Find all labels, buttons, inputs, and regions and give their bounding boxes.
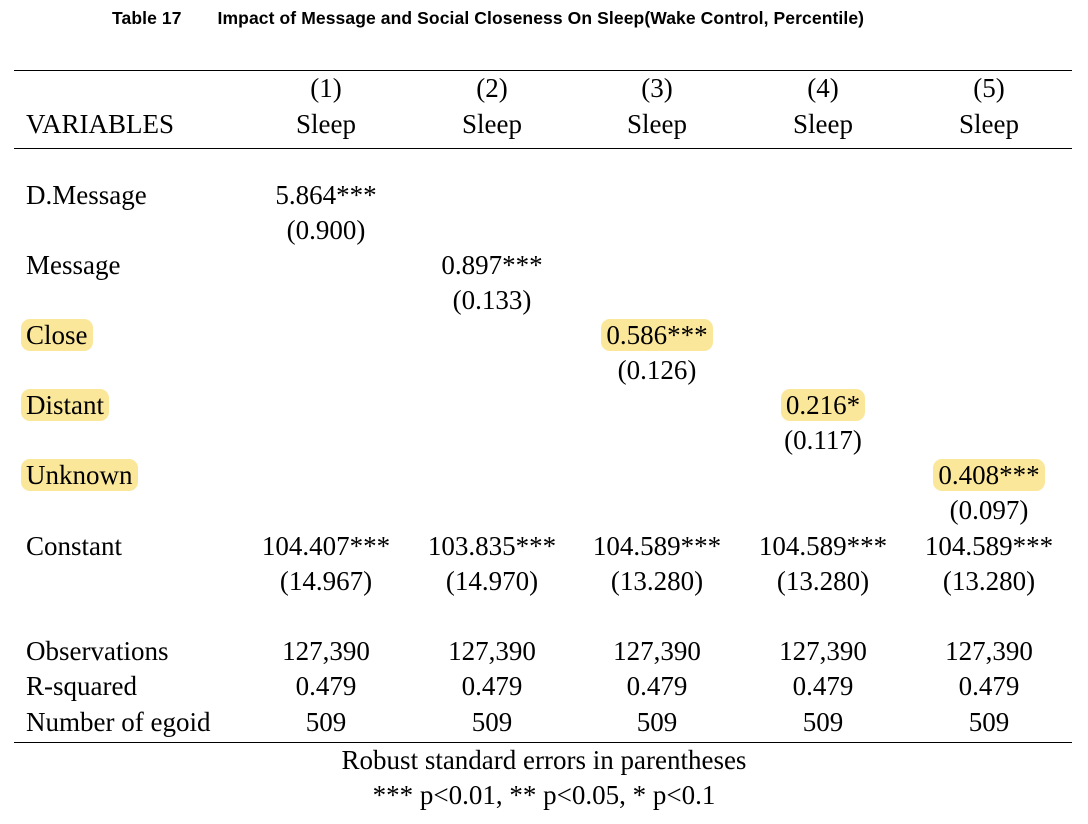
header-col-2-number: (2) — [476, 73, 508, 103]
se-constant-4: (13.280) — [776, 566, 870, 596]
egoid-5: 509 — [968, 707, 1010, 737]
header-col-1-dep: Sleep — [296, 109, 356, 139]
header-col-3-dep: Sleep — [627, 109, 687, 139]
notes-se: Robust standard errors in parentheses — [341, 745, 747, 775]
rsquared-3: 0.479 — [626, 671, 688, 701]
top-rule — [14, 70, 1072, 71]
coef-constant-3: 104.589*** — [592, 531, 722, 561]
table-caption: Table 17 Impact of Message and Social Clo… — [112, 8, 864, 29]
header-col-4-number: (4) — [807, 73, 839, 103]
coef-close-wrapper: 0.586*** — [573, 319, 741, 351]
row-label-message: Message — [26, 250, 121, 280]
se-distant: (0.117) — [784, 425, 862, 455]
header-col-2-dep: Sleep — [462, 109, 522, 139]
observations-5: 127,390 — [945, 636, 1033, 666]
coef-close: 0.586*** — [601, 319, 713, 351]
row-label-distant-wrapper: Distant — [21, 389, 109, 421]
coef-constant-4: 104.589*** — [758, 531, 888, 561]
se-constant-3: (13.280) — [610, 566, 704, 596]
header-rule — [14, 148, 1072, 149]
header-variables: VARIABLES — [26, 109, 175, 139]
se-close: (0.126) — [617, 355, 697, 385]
row-label-egoid: Number of egoid — [26, 707, 211, 737]
coef-unknown-wrapper: 0.408*** — [905, 459, 1073, 491]
coef-dmessage: 5.864*** — [275, 180, 377, 210]
se-unknown: (0.097) — [949, 495, 1029, 525]
coef-unknown: 0.408*** — [933, 459, 1045, 491]
se-constant-1: (14.967) — [279, 566, 373, 596]
observations-1: 127,390 — [282, 636, 370, 666]
se-message: (0.133) — [452, 285, 532, 315]
coef-constant-5: 104.589*** — [924, 531, 1054, 561]
rsquared-5: 0.479 — [958, 671, 1020, 701]
coef-message: 0.897*** — [441, 250, 543, 280]
row-label-constant: Constant — [26, 531, 123, 561]
row-label-distant: Distant — [21, 389, 109, 421]
egoid-1: 509 — [305, 707, 347, 737]
coef-constant-2: 103.835*** — [427, 531, 557, 561]
row-label-close-wrapper: Close — [21, 319, 93, 351]
rsquared-4: 0.479 — [792, 671, 854, 701]
egoid-2: 509 — [471, 707, 513, 737]
row-label-unknown-wrapper: Unknown — [21, 459, 138, 491]
rsquared-1: 0.479 — [295, 671, 357, 701]
row-label-close: Close — [21, 319, 93, 351]
coef-distant: 0.216* — [780, 389, 866, 421]
observations-2: 127,390 — [448, 636, 536, 666]
row-label-observations: Observations — [26, 636, 169, 666]
header-col-1-number: (1) — [310, 73, 342, 103]
egoid-4: 509 — [802, 707, 844, 737]
observations-4: 127,390 — [779, 636, 867, 666]
header-col-5-number: (5) — [973, 73, 1005, 103]
row-label-unknown: Unknown — [21, 459, 138, 491]
se-constant-5: (13.280) — [942, 566, 1036, 596]
header-col-5-dep: Sleep — [959, 109, 1019, 139]
egoid-3: 509 — [636, 707, 678, 737]
header-col-4-dep: Sleep — [793, 109, 853, 139]
bottom-rule — [14, 742, 1072, 743]
row-label-dmessage: D.Message — [26, 180, 147, 210]
row-label-rsquared: R-squared — [26, 671, 137, 701]
rsquared-2: 0.479 — [461, 671, 523, 701]
observations-3: 127,390 — [613, 636, 701, 666]
table-title: Impact of Message and Social Closeness O… — [217, 8, 865, 28]
coef-constant-1: 104.407*** — [261, 531, 391, 561]
se-constant-2: (14.970) — [445, 566, 539, 596]
header-col-3-number: (3) — [641, 73, 673, 103]
notes-significance: *** p<0.01, ** p<0.05, * p<0.1 — [372, 780, 716, 810]
coef-distant-wrapper: 0.216* — [739, 389, 907, 421]
table-number: Table 17 — [112, 8, 182, 28]
se-dmessage: (0.900) — [286, 215, 366, 245]
